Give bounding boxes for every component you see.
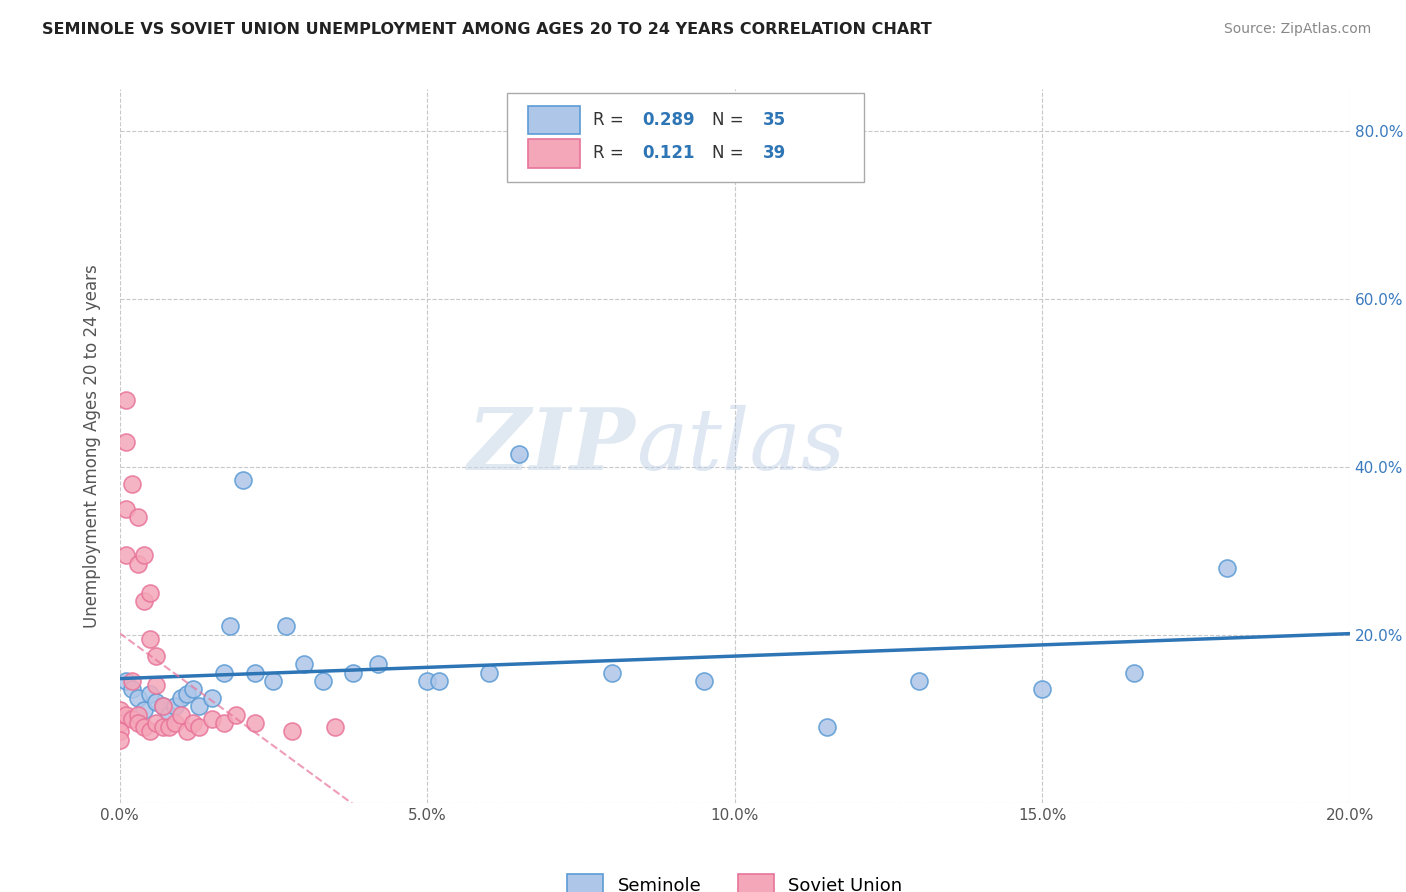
Point (231, 473, 254, 487)
Text: ZIP: ZIP (468, 404, 636, 488)
Point (127, 510, 149, 524)
Point (145, 648, 167, 663)
Text: SEMINOLE VS SOVIET UNION UNEMPLOYMENT AMONG AGES 20 TO 24 YEARS CORRELATION CHAR: SEMINOLE VS SOVIET UNION UNEMPLOYMENT AM… (42, 22, 932, 37)
Point (212, 665, 235, 680)
Point (693, 674, 716, 689)
Point (170, 690, 193, 705)
Point (127, 716, 149, 731)
Point (188, 699, 211, 714)
Point (145, 678, 167, 692)
Point (108, 732, 131, 747)
Point (152, 699, 174, 714)
Point (427, 674, 450, 689)
Point (114, 502, 136, 516)
Point (219, 619, 242, 633)
Point (121, 712, 143, 726)
Point (145, 695, 167, 709)
Point (1215, 560, 1237, 574)
Text: atlas: atlas (636, 405, 845, 487)
Point (121, 476, 143, 491)
Point (243, 716, 266, 731)
Point (139, 586, 162, 600)
Point (176, 724, 198, 739)
Point (132, 703, 156, 717)
FancyBboxPatch shape (508, 93, 863, 182)
Point (201, 690, 224, 705)
Point (225, 707, 247, 722)
Y-axis label: Unemployment Among Ages 20 to 24 years: Unemployment Among Ages 20 to 24 years (83, 264, 101, 628)
Point (243, 665, 266, 680)
Text: 39: 39 (763, 145, 786, 162)
Point (274, 619, 297, 633)
Point (108, 716, 131, 731)
Text: 35: 35 (763, 111, 786, 128)
Point (114, 707, 136, 722)
Point (183, 716, 205, 731)
Point (311, 674, 333, 689)
Point (152, 720, 174, 734)
Point (815, 720, 838, 734)
Point (201, 712, 224, 726)
Bar (529, 105, 579, 134)
Point (145, 716, 167, 731)
Point (108, 703, 131, 717)
Point (163, 699, 186, 714)
Point (121, 682, 143, 697)
Point (908, 674, 931, 689)
Point (477, 665, 501, 680)
Text: 0.289: 0.289 (643, 111, 695, 128)
Text: Source: ZipAtlas.com: Source: ZipAtlas.com (1223, 22, 1371, 37)
Point (108, 724, 131, 739)
Point (114, 434, 136, 449)
Text: 0.121: 0.121 (643, 145, 695, 162)
Point (1031, 682, 1053, 697)
Point (132, 548, 156, 562)
Point (416, 674, 439, 689)
Point (132, 720, 156, 734)
Text: R =: R = (593, 145, 634, 162)
Point (600, 665, 623, 680)
Point (127, 690, 149, 705)
Point (170, 707, 193, 722)
Point (157, 720, 180, 734)
Point (183, 682, 205, 697)
Point (132, 594, 156, 608)
Point (176, 687, 198, 701)
Point (127, 707, 149, 722)
Point (281, 724, 304, 739)
Point (292, 657, 315, 672)
Point (139, 632, 162, 646)
Point (152, 699, 174, 714)
Point (342, 665, 364, 680)
Legend: Seminole, Soviet Union: Seminole, Soviet Union (558, 865, 911, 892)
Point (367, 657, 389, 672)
Point (188, 720, 211, 734)
Text: N =: N = (713, 145, 749, 162)
Text: N =: N = (713, 111, 749, 128)
Point (262, 674, 284, 689)
Point (139, 687, 162, 701)
Point (323, 720, 346, 734)
Point (114, 548, 136, 562)
Point (1123, 665, 1146, 680)
Point (114, 392, 136, 407)
Point (508, 447, 530, 461)
Point (157, 707, 180, 722)
Point (163, 716, 186, 731)
Point (121, 674, 143, 689)
Point (212, 716, 235, 731)
Bar (529, 139, 579, 168)
Point (114, 674, 136, 689)
Text: R =: R = (593, 111, 628, 128)
Point (127, 557, 149, 571)
Point (139, 724, 162, 739)
